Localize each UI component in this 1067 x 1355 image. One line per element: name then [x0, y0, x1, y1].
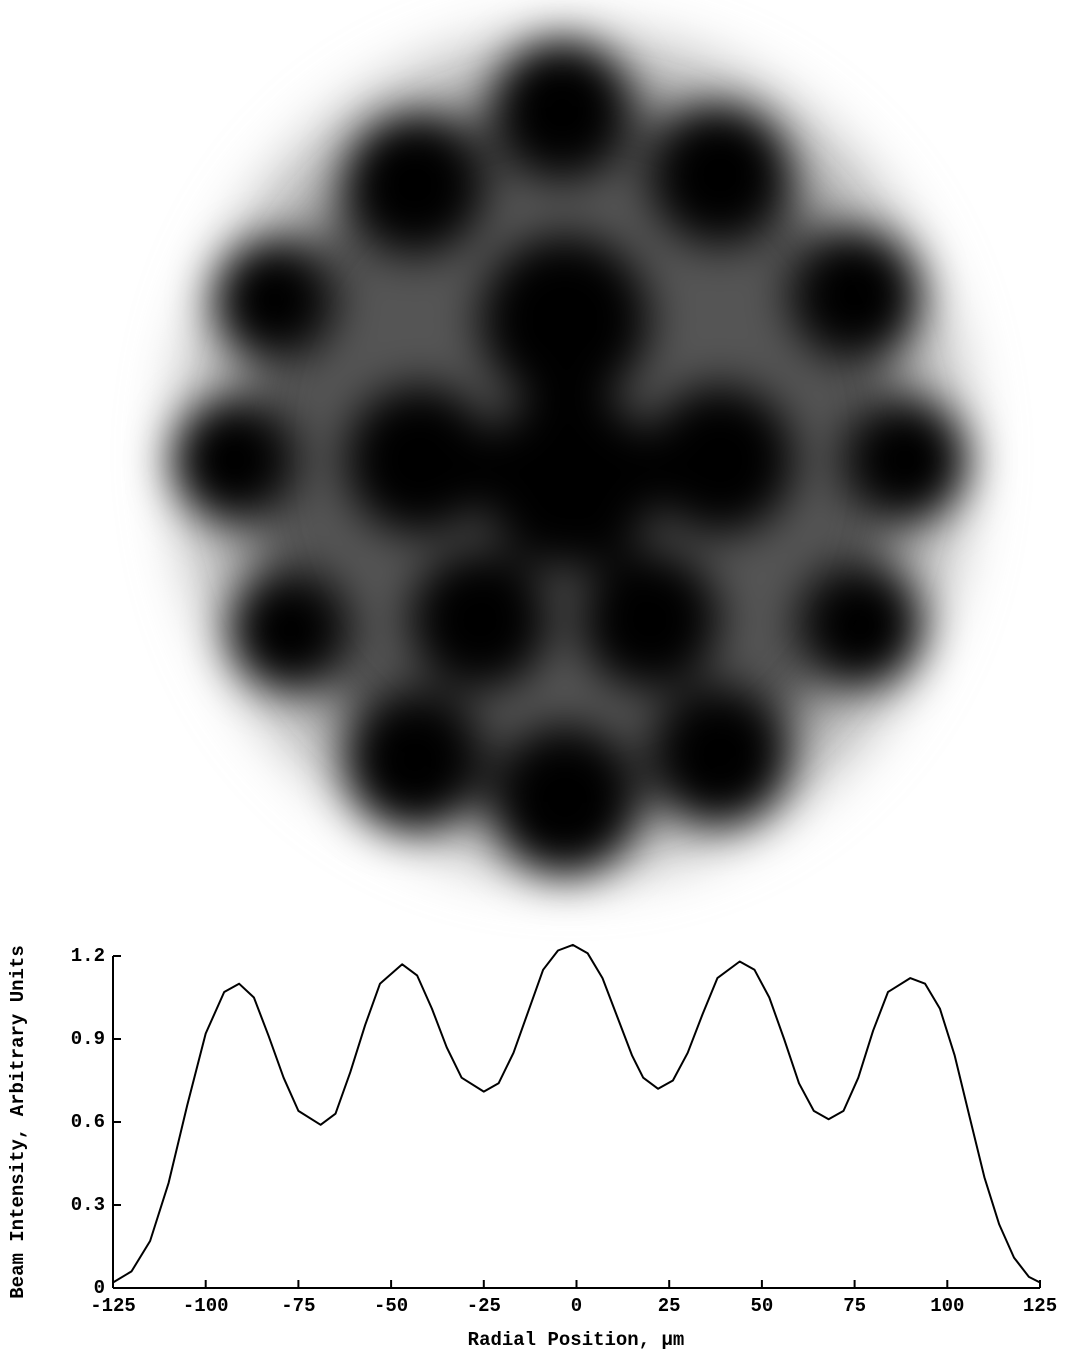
x-tick-label: 0: [571, 1295, 582, 1317]
x-tick-label: -125: [90, 1295, 136, 1317]
intensity-line: [112, 943, 1041, 1284]
x-tick-label: -25: [467, 1295, 501, 1317]
x-axis-label: Radial Position, μm: [468, 1329, 685, 1351]
y-tick-label: 0.3: [71, 1194, 105, 1216]
y-tick-label: 0: [94, 1277, 105, 1299]
y-tick-label: 1.2: [71, 945, 105, 967]
y-tick-label: 0.9: [71, 1028, 105, 1050]
y-axis-label: Beam Intensity, Arbitrary Units: [7, 945, 29, 1298]
beam-image: [173, 35, 967, 875]
x-tick-label: 125: [1023, 1295, 1057, 1317]
x-tick-label: 100: [930, 1295, 964, 1317]
x-tick-label: -75: [281, 1295, 315, 1317]
x-tick-label: -50: [374, 1295, 408, 1317]
y-tick-label: 0.6: [71, 1111, 105, 1133]
x-tick-label: 75: [843, 1295, 866, 1317]
x-tick-label: 25: [658, 1295, 681, 1317]
x-tick-label: -100: [183, 1295, 229, 1317]
x-tick-label: 50: [750, 1295, 773, 1317]
